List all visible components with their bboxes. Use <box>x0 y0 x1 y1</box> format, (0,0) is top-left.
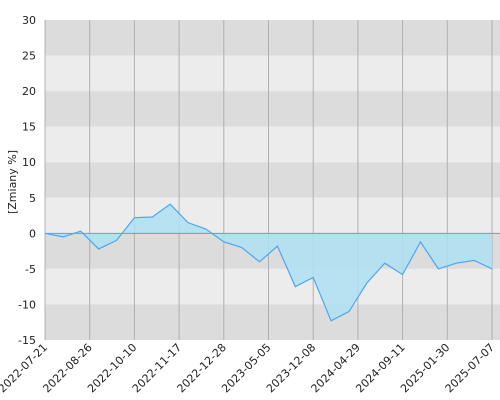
grid-band <box>45 20 500 56</box>
y-tick-label: 25 <box>22 50 36 63</box>
grid-band <box>45 268 500 305</box>
vertical-gridlines <box>44 20 493 340</box>
y-tick-labels: -15 -10 -5 0 5 10 15 20 25 30 <box>18 14 36 347</box>
y-tick-label: -5 <box>25 263 36 276</box>
y-tick-label: 30 <box>22 14 36 27</box>
y-tick-label: -10 <box>18 298 36 311</box>
plot-bands <box>45 20 500 340</box>
y-tick-label: 10 <box>22 156 36 169</box>
y-tick-label: 5 <box>29 192 36 205</box>
grid-band <box>45 55 500 92</box>
grid-band <box>45 197 500 234</box>
grid-band <box>45 304 500 340</box>
grid-band <box>45 91 500 127</box>
y-axis-label: [Zmiany %] <box>6 150 19 214</box>
grid-band <box>45 126 500 163</box>
series-line <box>44 203 493 322</box>
y-tick-label: -15 <box>18 334 36 347</box>
y-tick-label: 20 <box>22 85 36 98</box>
x-tick-labels: 2022-07-212022-08-262022-10-102022-11-17… <box>0 341 497 395</box>
y-tick-label: 0 <box>29 227 36 240</box>
y-tick-label: 15 <box>22 121 36 134</box>
series-line-path <box>44 203 493 322</box>
grid-band <box>45 162 500 198</box>
